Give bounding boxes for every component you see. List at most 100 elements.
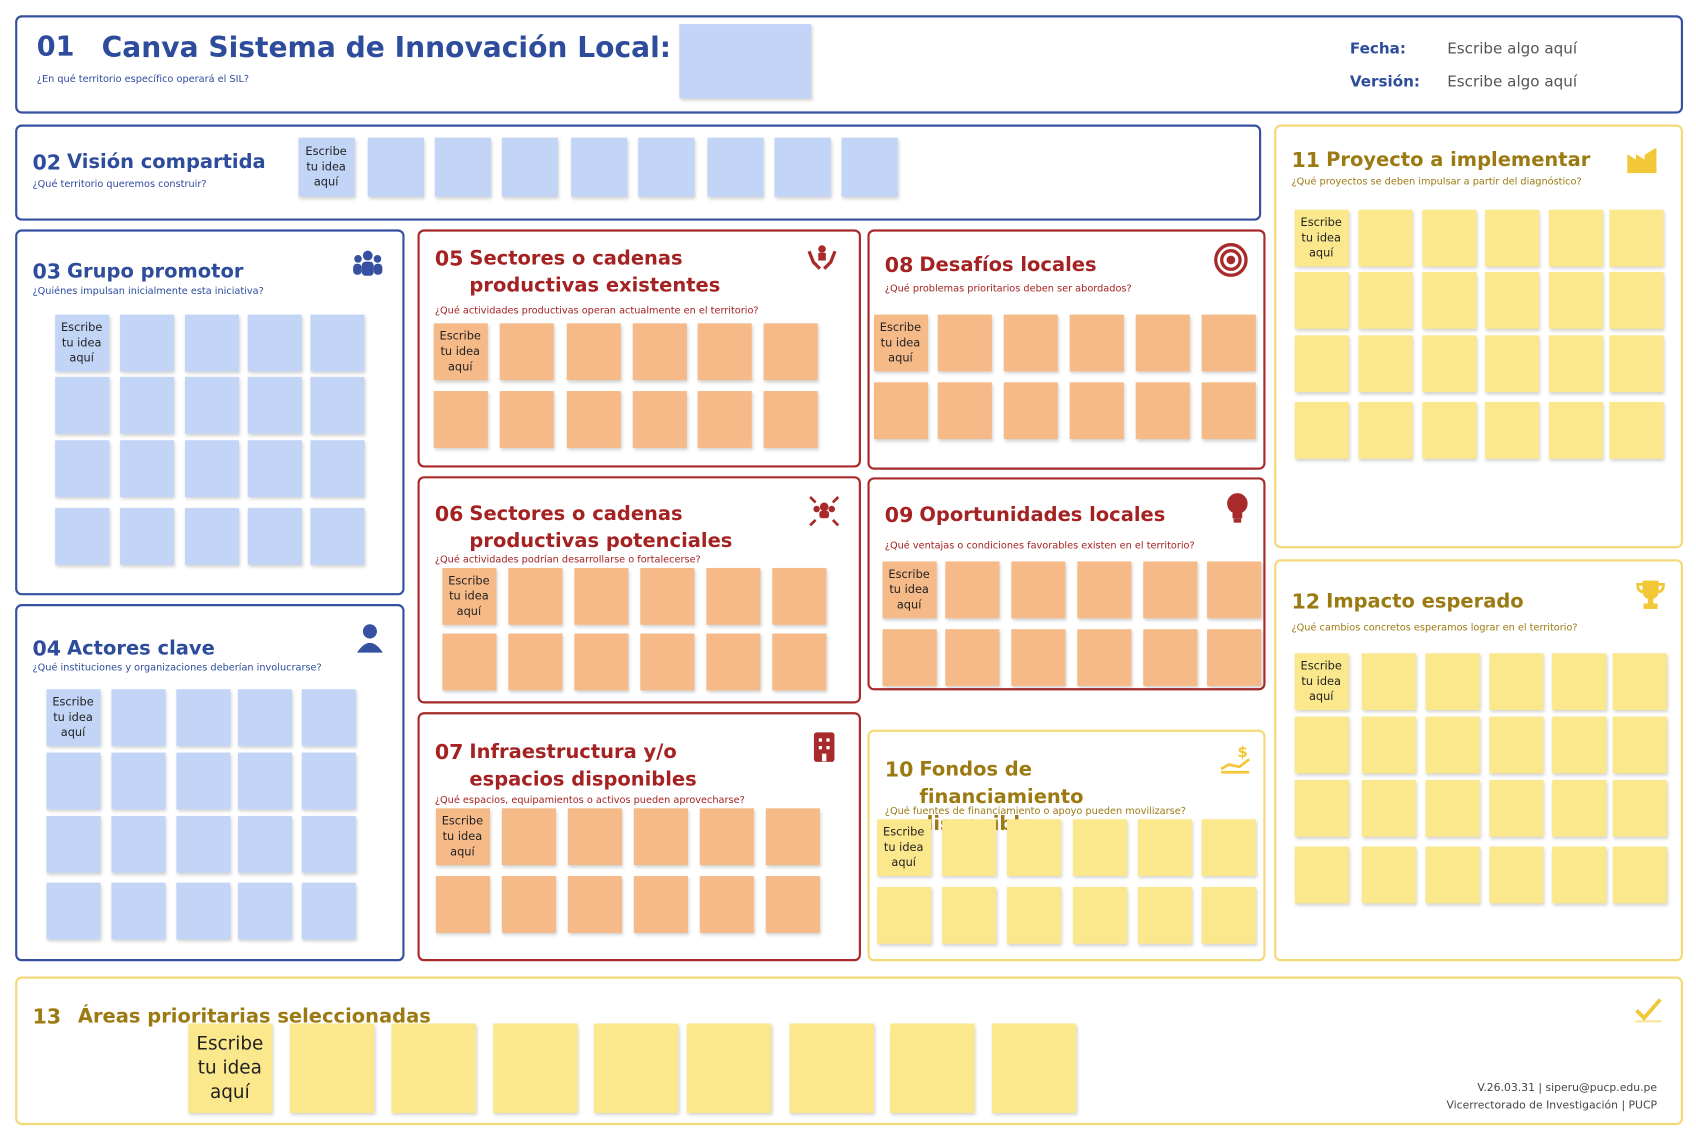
sticky-note[interactable]	[184, 439, 239, 497]
sticky-note[interactable]: Escribe tu idea aquí	[441, 567, 496, 625]
sticky-note[interactable]	[1006, 818, 1061, 876]
sticky-note[interactable]	[247, 376, 302, 434]
sticky-note[interactable]	[184, 376, 239, 434]
sticky-note[interactable]	[1608, 401, 1664, 459]
sticky-note[interactable]	[705, 632, 760, 690]
sticky-note[interactable]: Escribe tu idea aquí	[187, 1022, 273, 1113]
sticky-note[interactable]	[771, 567, 826, 625]
sticky-note[interactable]	[763, 390, 818, 448]
sticky-note[interactable]	[1294, 401, 1349, 459]
sticky-note[interactable]	[501, 807, 556, 865]
sticky-note[interactable]	[876, 886, 931, 944]
sticky-note[interactable]	[1206, 560, 1261, 618]
sticky-note[interactable]	[566, 390, 621, 448]
sticky-note[interactable]	[1608, 271, 1664, 329]
sticky-note[interactable]	[45, 882, 101, 939]
sticky-note[interactable]	[882, 628, 937, 686]
sticky-note[interactable]	[110, 752, 165, 809]
sticky-note[interactable]	[1612, 652, 1667, 710]
sticky-note[interactable]	[1612, 845, 1667, 903]
sticky-note[interactable]	[1551, 652, 1606, 710]
sticky-note[interactable]	[567, 875, 622, 933]
sticky-note[interactable]	[1361, 845, 1416, 903]
sticky-note[interactable]	[697, 390, 752, 448]
sticky-note[interactable]	[1608, 209, 1664, 266]
sticky-note[interactable]	[1361, 652, 1416, 710]
sticky-note[interactable]	[1072, 818, 1127, 876]
sticky-note[interactable]	[237, 752, 292, 809]
sticky-note[interactable]: Escribe tu idea aquí	[882, 560, 937, 618]
sticky-note[interactable]	[593, 1022, 678, 1113]
sticky-note[interactable]	[639, 632, 694, 690]
sticky-note[interactable]	[944, 560, 999, 618]
sticky-note[interactable]	[1551, 716, 1606, 773]
sticky-note[interactable]	[697, 322, 752, 380]
sticky-note[interactable]	[54, 507, 109, 565]
sticky-note[interactable]	[1612, 716, 1667, 773]
sticky-note[interactable]	[765, 807, 820, 865]
sticky-note[interactable]	[175, 688, 230, 746]
sticky-note[interactable]	[45, 815, 101, 873]
sticky-note[interactable]	[434, 137, 491, 197]
sticky-note[interactable]	[309, 376, 364, 434]
sticky-note[interactable]	[119, 507, 174, 565]
sticky-note[interactable]	[1612, 779, 1667, 837]
sticky-note[interactable]	[1357, 401, 1413, 459]
sticky-note[interactable]	[1425, 845, 1480, 903]
sticky-note[interactable]	[1484, 401, 1539, 459]
sticky-note[interactable]	[889, 1022, 975, 1113]
sticky-note[interactable]	[705, 567, 760, 625]
sticky-note[interactable]	[367, 137, 424, 197]
sticky-note[interactable]	[119, 376, 174, 434]
sticky-note[interactable]	[184, 507, 239, 565]
sticky-note[interactable]	[1548, 209, 1603, 266]
sticky-note[interactable]	[1076, 628, 1131, 686]
sticky-note[interactable]	[1003, 314, 1058, 371]
sticky-note[interactable]	[1425, 779, 1480, 837]
sticky-note[interactable]	[771, 632, 826, 690]
sticky-note[interactable]	[573, 567, 628, 625]
sticky-note[interactable]	[632, 390, 687, 448]
sticky-note[interactable]	[1137, 818, 1192, 876]
sticky-note[interactable]: Escribe tu idea aquí	[45, 688, 101, 746]
sticky-note[interactable]	[1010, 560, 1065, 618]
sticky-note[interactable]	[45, 752, 101, 809]
sticky-note[interactable]	[1201, 818, 1256, 876]
sticky-note[interactable]	[237, 815, 292, 873]
sticky-note[interactable]	[941, 818, 996, 876]
sticky-note[interactable]	[773, 137, 831, 197]
sticky-note[interactable]	[937, 381, 992, 439]
sticky-note[interactable]	[391, 1022, 476, 1113]
sticky-note[interactable]	[492, 1022, 578, 1113]
sticky-note[interactable]	[1294, 716, 1349, 773]
sticky-note[interactable]	[1010, 628, 1065, 686]
sticky-note[interactable]	[1294, 334, 1349, 392]
sticky-note[interactable]	[247, 507, 302, 565]
sticky-note[interactable]	[639, 567, 694, 625]
sticky-note[interactable]	[633, 807, 688, 865]
sticky-note[interactable]	[501, 875, 556, 933]
sticky-note[interactable]	[1135, 314, 1190, 371]
sticky-note[interactable]	[110, 688, 165, 746]
sticky-note[interactable]	[175, 752, 230, 809]
sticky-note[interactable]	[175, 815, 230, 873]
sticky-note[interactable]: Escribe tu idea aquí	[1294, 209, 1349, 266]
sticky-note[interactable]	[789, 1022, 874, 1113]
sticky-note[interactable]	[637, 137, 694, 197]
sticky-note[interactable]	[1421, 271, 1476, 329]
sticky-note[interactable]	[632, 322, 687, 380]
sticky-note[interactable]	[237, 688, 292, 746]
sticky-note[interactable]	[941, 886, 996, 944]
sticky-note[interactable]	[1357, 209, 1413, 266]
sticky-note[interactable]	[686, 1022, 771, 1113]
sticky-note[interactable]	[289, 1022, 374, 1113]
sticky-note[interactable]	[441, 632, 496, 690]
sticky-note[interactable]	[309, 439, 364, 497]
sticky-note[interactable]: Escribe tu idea aquí	[433, 322, 488, 380]
sticky-note[interactable]	[1551, 779, 1606, 837]
sticky-note[interactable]	[1206, 628, 1261, 686]
sticky-note[interactable]	[699, 807, 754, 865]
sticky-note[interactable]	[501, 137, 558, 197]
sticky-note[interactable]	[633, 875, 688, 933]
sticky-note[interactable]	[706, 137, 764, 197]
